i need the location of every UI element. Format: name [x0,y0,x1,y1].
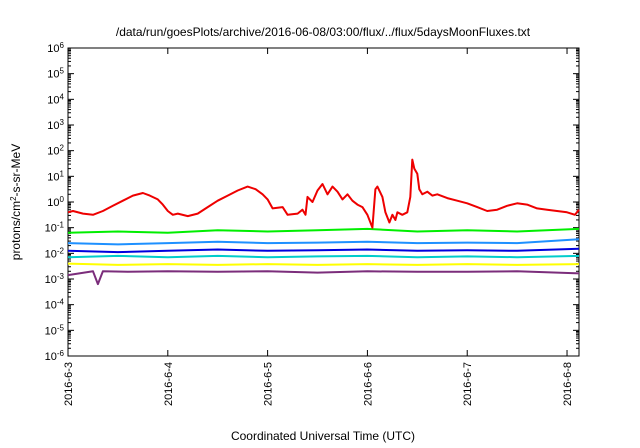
x-tick-label: 2016-6-4 [163,362,175,406]
y-tick-exponent: -2 [57,246,65,255]
y-tick-exponent: 2 [60,143,65,152]
y-axis-label-base: protons/cm [9,201,23,260]
series-line-7 [67,158,580,229]
series-line-5 [67,238,580,246]
y-tick-label: 101 [47,169,64,184]
x-tick-label: 2016-6-6 [362,362,374,406]
series-line-6 [67,227,580,234]
y-tick-exponent: 5 [60,66,65,75]
y-tick-exponent: -3 [57,272,65,281]
y-tick-base: 10 [45,274,57,286]
series-line-1 [67,270,580,286]
y-axis-label-sup: 2 [9,196,18,201]
y-tick-exponent: 4 [60,92,65,101]
x-axis-label: Coordinated Universal Time (UTC) [231,429,415,443]
plot-frame [67,47,580,357]
y-tick-exponent: 0 [60,195,65,204]
y-tick-base: 10 [45,248,57,260]
y-tick-base: 10 [47,43,59,55]
y-tick-label: 106 [47,41,64,56]
y-tick-exponent: -1 [57,220,65,229]
y-tick-base: 10 [47,69,59,81]
y-tick-label: 100 [47,195,64,210]
y-tick-label: 105 [47,66,64,81]
x-axis: 2016-6-3 2016-6-4 2016-6-5 2016-6-6 2016-6-7… [63,48,574,406]
y-tick-label: 104 [47,92,64,107]
y-tick-base: 10 [47,171,59,183]
y-axis-label-rest: -s-sr-MeV [9,144,23,197]
series-line-2 [67,262,580,266]
y-axis: 10610510410310210110010-110-210-310-410-… [45,41,579,364]
y-tick-label: 10-3 [45,272,65,287]
y-tick-exponent: 6 [60,41,65,50]
y-tick-base: 10 [45,351,57,363]
y-tick-label: 10-2 [45,246,65,261]
y-tick-label: 103 [47,118,64,133]
chart-title: /data/run/goesPlots/archive/2016-06-08/0… [116,25,531,39]
y-axis-label: protons/cm2-s-sr-MeV [9,144,24,260]
y-tick-exponent: 3 [60,118,65,127]
y-tick-base: 10 [47,120,59,132]
y-tick-base: 10 [47,146,59,158]
y-tick-exponent: 1 [60,169,65,178]
series-layer [67,158,580,286]
y-tick-exponent: -6 [57,349,65,358]
y-tick-label: 10-4 [45,297,65,312]
y-tick-exponent: -5 [57,323,65,332]
y-tick-base: 10 [45,300,57,312]
y-tick-base: 10 [45,223,57,235]
y-tick-label: 102 [47,143,64,158]
x-tick-label: 2016-6-7 [462,362,474,406]
y-tick-label: 10-6 [45,349,65,364]
y-tick-exponent: -4 [57,297,65,306]
y-tick-label: 10-5 [45,323,65,338]
series-line-4 [67,247,580,254]
y-tick-base: 10 [45,325,57,337]
x-tick-label: 2016-6-3 [63,362,75,406]
x-tick-label: 2016-6-5 [263,362,275,406]
x-tick-label: 2016-6-8 [562,362,574,406]
series-line-3 [67,254,580,259]
y-tick-base: 10 [47,197,59,209]
y-tick-label: 10-1 [45,220,65,235]
y-tick-base: 10 [47,94,59,106]
